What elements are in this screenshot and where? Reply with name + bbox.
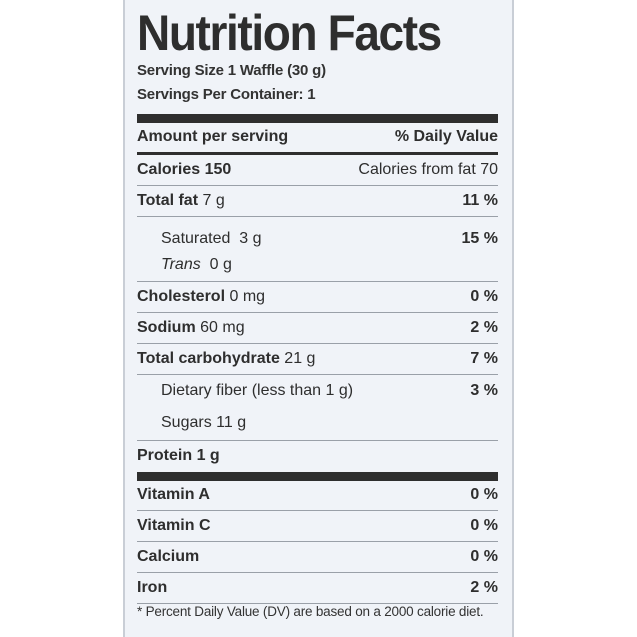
dietary-fiber-label: Dietary fiber (less than 1 g) <box>161 382 354 399</box>
vitamin-a-row: Vitamin A 0 % <box>137 480 498 510</box>
total-carbohydrate-amount: 21 g <box>284 350 316 367</box>
row-divider <box>137 281 498 282</box>
cholesterol-dv: 0 % <box>470 288 498 305</box>
trans-label: Trans <box>161 256 201 273</box>
row-divider <box>137 374 498 375</box>
row-divider <box>137 541 498 542</box>
total-fat-amount: 7 g <box>202 192 225 209</box>
protein-label: Protein <box>137 447 193 464</box>
row-divider <box>137 440 498 441</box>
vitamin-a-label: Vitamin A <box>137 486 210 503</box>
calcium-dv: 0 % <box>470 548 498 565</box>
row-divider <box>137 603 498 604</box>
iron-dv: 2 % <box>470 579 498 596</box>
cholesterol-row: Cholesterol 0 mg 0 % <box>137 282 498 312</box>
calcium-label: Calcium <box>137 548 200 565</box>
calories: Calories 150 <box>137 161 232 178</box>
cholesterol-amount: 0 mg <box>229 288 266 305</box>
iron-label: Iron <box>137 579 168 596</box>
calories-from-fat: Calories from fat 70 <box>358 161 498 178</box>
medium-rule <box>137 152 498 155</box>
label-content: Nutrition Facts Serving Size 1 Waffle (3… <box>137 0 498 637</box>
total-carbohydrate-label: Total carbohydrate <box>137 350 280 367</box>
thick-rule-bottom <box>137 472 498 481</box>
calcium-row: Calcium 0 % <box>137 542 498 572</box>
total-fat-label: Total fat <box>137 192 199 209</box>
total-fat-row: Total fat 7 g 11 % <box>137 186 498 216</box>
footnote: * Percent Daily Value (DV) are based on … <box>137 604 484 619</box>
saturated-amount: 3 g <box>239 230 262 247</box>
protein-amount: 1 g <box>196 447 220 464</box>
sodium-amount: 60 mg <box>200 319 245 336</box>
sodium-dv: 2 % <box>470 319 498 336</box>
dietary-fiber-dv: 3 % <box>470 382 498 399</box>
dietary-fiber-row: Dietary fiber (less than 1 g) 3 % <box>137 376 498 406</box>
daily-value-header: % Daily Value <box>394 128 498 145</box>
saturated-label: Saturated <box>161 230 231 247</box>
total-carbohydrate-row: Total carbohydrate 21 g 7 % <box>137 344 498 374</box>
nutrition-label: Nutrition Facts Serving Size 1 Waffle (3… <box>123 0 514 637</box>
vitamin-c-row: Vitamin C 0 % <box>137 511 498 541</box>
servings-per-container: Servings Per Container: 1 <box>137 86 316 103</box>
vitamin-a-dv: 0 % <box>470 486 498 503</box>
amount-per-serving: Amount per serving <box>137 128 289 145</box>
sugars-row: Sugars 11 g <box>137 408 498 438</box>
cholesterol-label: Cholesterol <box>137 288 226 305</box>
serving-size: Serving Size 1 Waffle (30 g) <box>137 62 326 79</box>
protein-row: Protein 1 g <box>137 441 498 471</box>
row-divider <box>137 510 498 511</box>
vitamin-c-label: Vitamin C <box>137 517 211 534</box>
saturated-dv: 15 % <box>461 230 498 247</box>
sugars-label: Sugars <box>161 414 212 431</box>
label-title: Nutrition Facts <box>137 5 442 61</box>
total-carbohydrate-dv: 7 % <box>470 350 498 367</box>
row-divider <box>137 216 498 217</box>
sugars-amount: 11 g <box>216 414 247 431</box>
row-divider <box>137 312 498 313</box>
row-divider <box>137 572 498 573</box>
calories-row: Calories 150 Calories from fat 70 <box>137 155 498 185</box>
saturated-row: Saturated 3 g 15 % <box>137 224 498 254</box>
total-fat-dv: 11 % <box>462 192 498 209</box>
vitamin-c-dv: 0 % <box>470 517 498 534</box>
amount-header-row: Amount per serving % Daily Value <box>137 122 498 152</box>
thick-rule-top <box>137 114 498 123</box>
sodium-row: Sodium 60 mg 2 % <box>137 313 498 343</box>
sodium-label: Sodium <box>137 319 196 336</box>
trans-amount: 0 g <box>209 256 232 273</box>
iron-row: Iron 2 % <box>137 573 498 603</box>
row-divider <box>137 185 498 186</box>
row-divider <box>137 343 498 344</box>
trans-row: Trans 0 g <box>137 250 498 280</box>
